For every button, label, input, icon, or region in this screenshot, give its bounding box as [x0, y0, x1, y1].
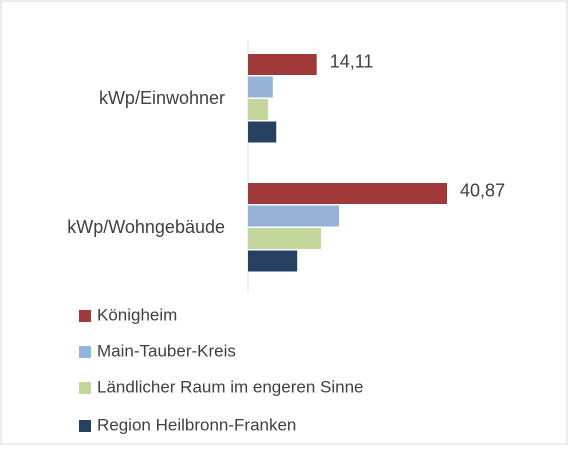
legend-swatch [79, 382, 91, 394]
bar [248, 76, 273, 98]
legend-swatch [79, 346, 91, 358]
bar [248, 54, 317, 75]
legend-label: Ländlicher Raum im engeren Sinne [97, 377, 364, 396]
data-label: 14,11 [330, 51, 374, 71]
legend-label: Königheim [97, 305, 177, 324]
legend-swatch [79, 310, 91, 322]
category-label: kWp/Einwohner [99, 88, 225, 108]
bar [248, 183, 448, 204]
legend-swatch [79, 420, 91, 432]
bar [248, 121, 277, 143]
bar [248, 228, 322, 249]
category-label: kWp/Wohngebäude [67, 217, 225, 237]
legend-label: Region Heilbronn-Franken [97, 415, 296, 434]
bar [248, 250, 298, 272]
legend-label: Main-Tauber-Kreis [97, 341, 236, 360]
bar [248, 99, 268, 120]
bar [248, 205, 340, 227]
data-label: 40,87 [460, 180, 505, 200]
